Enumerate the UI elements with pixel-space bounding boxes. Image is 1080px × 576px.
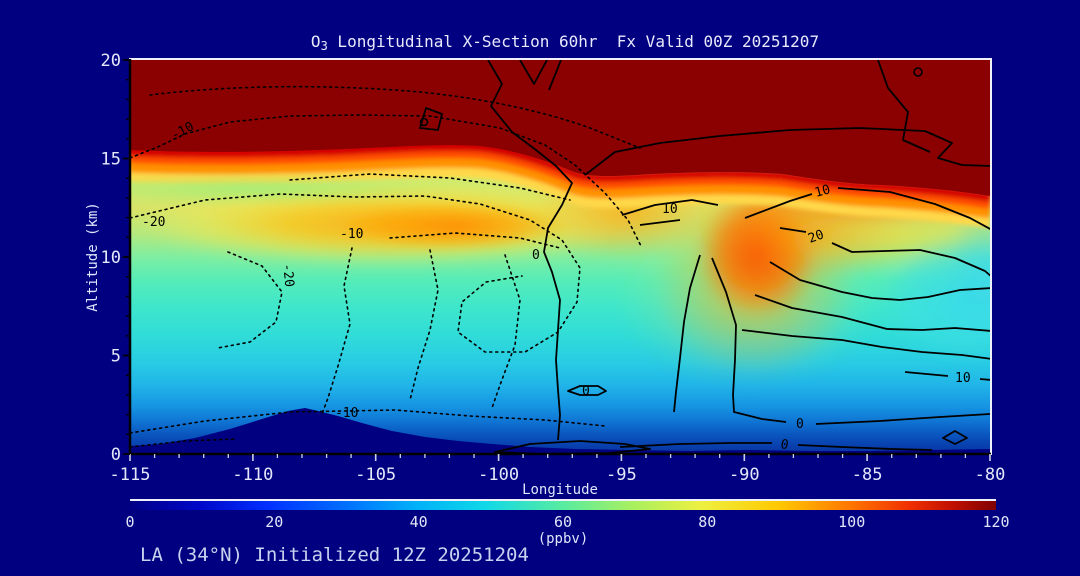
y-major-ticks (123, 59, 130, 455)
y-tick-label: 20 (101, 51, 121, 71)
contour-path-closed (942, 430, 968, 445)
field-layer (340, 202, 570, 250)
x-tick-label: -85 (852, 465, 883, 485)
contour-path (877, 60, 931, 153)
contour-path-ten (744, 187, 991, 231)
contour-path (409, 249, 439, 401)
contour-path-zero (619, 442, 933, 451)
x-tick-label: -95 (606, 465, 637, 485)
colorbar: 0 20 40 60 80 100 120 (ppbv) (125, 499, 1010, 547)
contour-path-ten (621, 199, 719, 226)
colorbar-tick-label: 100 (838, 513, 865, 531)
x-major-ticks (129, 454, 991, 461)
band-orange (130, 156, 991, 219)
contour-label: -20 (142, 215, 165, 230)
contour-path (321, 247, 353, 415)
y-axis-label: Altitude (km) (85, 202, 101, 312)
contour-label: 0 (779, 437, 789, 453)
contour-label: -10 (335, 406, 358, 421)
x-tick-label: -105 (355, 465, 396, 485)
y-tick-label: 15 (101, 150, 121, 170)
contour-path (491, 254, 521, 409)
colorbar-tick-label: 120 (982, 513, 1009, 531)
contour-path-zero (487, 60, 573, 441)
colorbar-top-line (130, 499, 996, 501)
plot-area: -10 -10 -10 -20 -20 0 0 0 0 10 10 10 20 (130, 60, 991, 454)
contour-path (913, 67, 923, 77)
contour-label: 0 (582, 384, 590, 399)
contour-path (130, 438, 236, 448)
colorbar-tick-label: 20 (265, 513, 283, 531)
contour-path (130, 193, 581, 353)
contour-path (673, 254, 701, 413)
field-layer (130, 173, 450, 205)
contour-path (289, 173, 571, 201)
contour-path (519, 60, 562, 91)
upper-green-band (130, 173, 450, 205)
title-rest: Longitudinal X-Section 60hr Fx Valid 00Z… (328, 32, 819, 51)
contour-path (217, 251, 283, 349)
contour-path (769, 261, 991, 301)
colorbar-tick-label: 0 (125, 513, 134, 531)
title-prefix: O (311, 32, 321, 51)
x-tick-label: -80 (975, 465, 1006, 485)
y-tick-label: 10 (101, 248, 121, 268)
band-red (130, 143, 991, 202)
colorbar-unit-label: (ppbv) (538, 531, 589, 547)
band-red-orange (130, 148, 991, 209)
x-axis-label: Longitude (522, 482, 598, 498)
contour-label: 10 (813, 182, 832, 201)
y-tick-label: 5 (111, 347, 121, 367)
contour-path (741, 329, 991, 360)
contour-path (419, 117, 429, 127)
solid-contours (419, 60, 991, 454)
contour-label: 0 (532, 248, 540, 263)
colorbar-tick-label: 60 (554, 513, 572, 531)
colorbar-gradient (130, 501, 996, 510)
colorbar-tick-label: 80 (698, 513, 716, 531)
init-annotation: LA (34°N) Initialized 12Z 20251204 (140, 544, 529, 566)
x-tick-label: -110 (232, 465, 273, 485)
contour-path-twenty (779, 227, 991, 278)
figure-title: O3 Longitudinal X-Section 60hr Fx Valid … (311, 32, 819, 53)
contour-label: 20 (806, 227, 826, 246)
x-axis: -115 -110 -105 -100 -95 -90 -85 -80 Long… (110, 454, 1006, 498)
title-subscript: 3 (321, 39, 328, 53)
y-axis: 20 15 10 5 0 Altitude (km) (85, 51, 130, 465)
contour-path (130, 409, 606, 434)
y-minor-ticks (126, 79, 130, 435)
x-tick-label: -100 (478, 465, 519, 485)
contour-path (584, 127, 991, 176)
contour-label: 0 (796, 417, 804, 432)
x-minor-ticks (153, 454, 967, 458)
stratosphere-region (130, 60, 990, 196)
contour-label: 10 (955, 371, 971, 386)
contour-path (130, 114, 643, 249)
contour-path-zero (711, 257, 991, 425)
terrain-silhouette (130, 408, 990, 454)
contour-label: 10 (662, 202, 678, 217)
y-tick-label: 0 (111, 445, 121, 465)
x-tick-label: -115 (110, 465, 151, 485)
contour-label: -10 (340, 227, 363, 242)
x-tick-label: -90 (729, 465, 760, 485)
contour-path (754, 294, 991, 332)
contour-path (419, 107, 443, 131)
field-layer (945, 195, 991, 355)
contour-label: -20 (279, 263, 296, 288)
contour-path (389, 232, 561, 249)
colorbar-tick-label: 40 (410, 513, 428, 531)
contour-path-zero-closed (567, 385, 607, 396)
dotted-contours (130, 85, 643, 448)
contour-path (149, 85, 641, 149)
